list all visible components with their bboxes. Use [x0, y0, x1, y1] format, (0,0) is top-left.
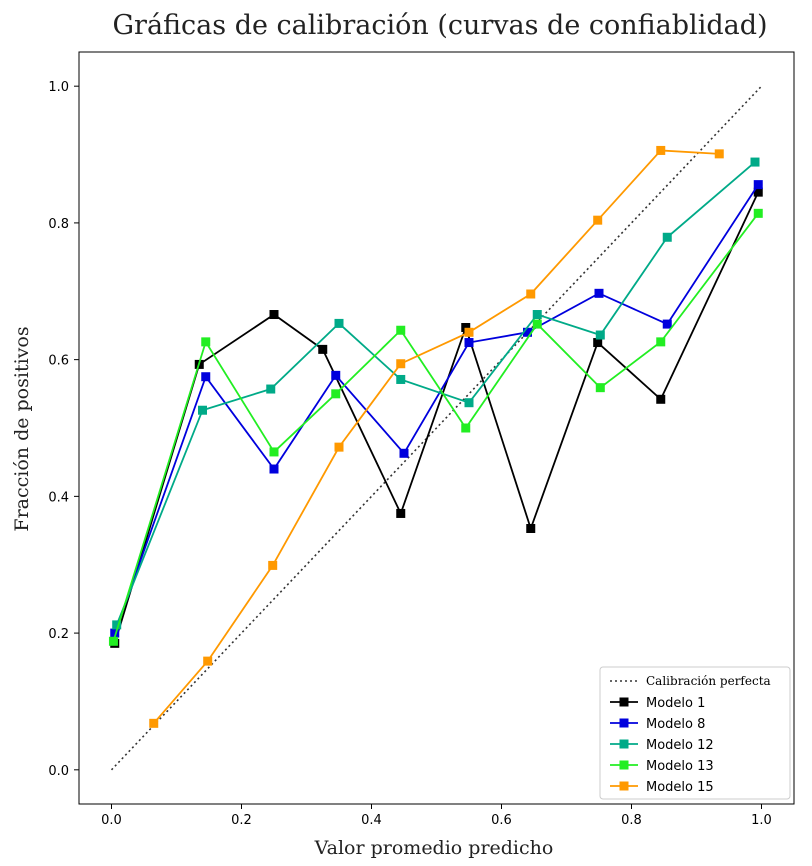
series-line: [113, 184, 760, 634]
series-line: [112, 212, 759, 642]
data-point: [532, 310, 542, 320]
data-point: [753, 208, 763, 218]
data-point: [266, 384, 276, 394]
legend-marker: [619, 697, 629, 707]
series-group: [108, 208, 763, 646]
data-point: [318, 344, 328, 354]
data-point: [334, 318, 344, 328]
data-point: [334, 442, 344, 452]
data-point: [753, 180, 763, 190]
data-point: [396, 374, 406, 384]
y-tick-label: 0.8: [48, 217, 69, 232]
data-point: [656, 337, 666, 347]
data-point: [662, 319, 672, 329]
legend-label: Modelo 13: [646, 759, 714, 774]
data-point: [268, 560, 278, 570]
legend-marker: [619, 718, 629, 728]
y-tick-label: 0.4: [48, 490, 69, 505]
legend-label: Modelo 8: [646, 717, 705, 732]
series-group: [149, 145, 724, 728]
data-point: [595, 330, 605, 340]
chart-title: Gráficas de calibración (curvas de confi…: [112, 10, 767, 41]
y-tick-label: 1.0: [48, 80, 69, 95]
x-tick-label: 0.2: [231, 813, 252, 828]
data-point: [399, 448, 409, 458]
series-line: [115, 161, 756, 626]
y-tick-label: 0.0: [48, 764, 69, 779]
data-point: [464, 327, 474, 337]
legend-label: Modelo 15: [646, 780, 714, 795]
y-tick-label: 0.6: [48, 354, 69, 369]
data-point: [269, 464, 279, 474]
data-point: [656, 145, 666, 155]
reference-layer: [110, 85, 763, 771]
x-tick-label: 0.6: [491, 813, 512, 828]
data-point: [750, 157, 760, 167]
data-point: [331, 370, 341, 380]
data-point: [269, 310, 279, 320]
x-tick-label: 1.0: [751, 813, 772, 828]
data-point: [526, 523, 536, 533]
axis-ticks: 0.0 0.2 0.4 0.6 0.8 1.0 0.0 0.2 0.4 0.6 0.8 1.0: [48, 80, 772, 828]
data-point: [112, 620, 122, 630]
data-point: [464, 338, 474, 348]
legend-box: [599, 666, 791, 800]
y-axis-label: Fracción de positivos: [11, 326, 33, 531]
data-point: [526, 289, 536, 299]
data-point: [331, 389, 341, 399]
data-point: [108, 636, 118, 646]
data-point: [396, 359, 406, 369]
legend-marker: [619, 739, 629, 749]
data-point: [595, 383, 605, 393]
data-point: [461, 323, 471, 333]
data-point: [396, 508, 406, 518]
x-tick-label: 0.8: [621, 813, 642, 828]
legend-marker: [619, 781, 629, 791]
x-tick-label: 0.0: [101, 813, 122, 828]
data-point: [594, 288, 604, 298]
series-group: [112, 157, 760, 630]
perfect-calibration-line: [110, 85, 763, 771]
data-point: [593, 338, 603, 348]
series-layer: [108, 145, 763, 728]
data-point: [203, 656, 213, 666]
data-point: [656, 394, 666, 404]
x-tick-label: 0.4: [361, 813, 382, 828]
data-point: [461, 423, 471, 433]
legend-label: Calibración perfecta: [646, 674, 771, 688]
data-point: [269, 447, 279, 457]
data-point: [532, 319, 542, 329]
data-point: [149, 718, 159, 728]
data-point: [714, 149, 724, 159]
data-point: [198, 405, 207, 415]
data-point: [753, 187, 763, 197]
data-point: [464, 398, 474, 408]
legend: Calibración perfecta Modelo 1 Modelo 8 Mode…: [599, 666, 791, 800]
x-axis-label: Valor promedio predicho: [314, 837, 554, 859]
data-point: [662, 232, 672, 242]
data-point: [201, 337, 211, 347]
series-line: [113, 191, 760, 644]
legend-label: Modelo 1: [646, 696, 705, 711]
y-tick-label: 0.2: [48, 627, 69, 642]
series-line: [153, 149, 720, 724]
data-point: [201, 372, 211, 382]
data-point: [593, 215, 603, 225]
data-point: [396, 325, 406, 335]
series-group: [110, 187, 763, 648]
legend-label: Modelo 12: [646, 738, 714, 753]
data-point: [523, 327, 532, 337]
series-group: [110, 180, 763, 638]
plot-frame: [78, 51, 795, 805]
legend-marker: [619, 760, 629, 770]
data-point: [110, 628, 120, 638]
